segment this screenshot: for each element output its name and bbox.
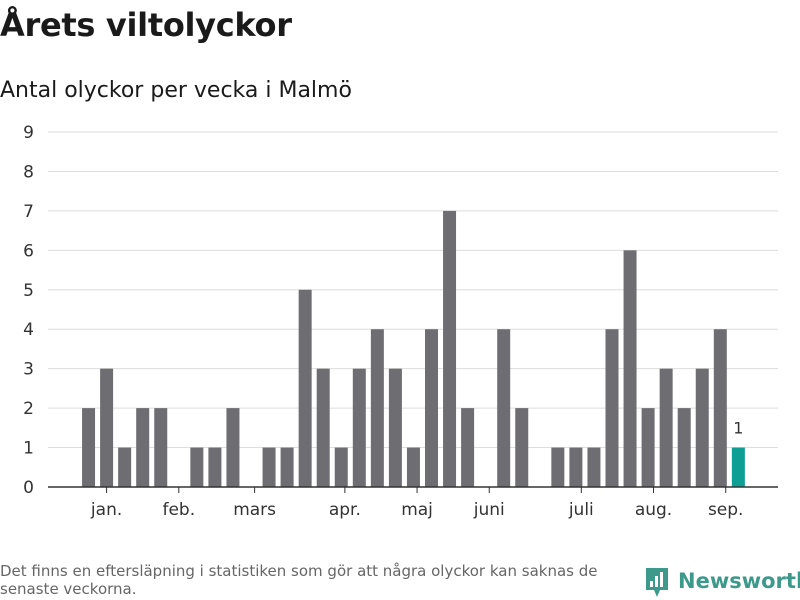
x-tick-label: apr. (329, 500, 361, 520)
bar (280, 447, 294, 487)
bar (82, 408, 96, 487)
bar (659, 368, 673, 487)
x-tick-label: mars (233, 500, 276, 520)
chart-title: Årets viltolyckor (0, 6, 292, 44)
bar (551, 447, 565, 487)
y-tick-label: 9 (23, 123, 34, 143)
bar (461, 408, 475, 487)
bar (262, 447, 276, 487)
y-tick-label: 6 (23, 241, 34, 261)
bar (298, 289, 312, 487)
x-axis: jan. feb. mars apr. maj juni juli aug. sep. (48, 486, 778, 520)
chart-subtitle: Antal olyckor per vecka i Malmö (0, 78, 352, 103)
bar (515, 408, 529, 487)
bar (443, 210, 457, 487)
y-tick-label: 0 (23, 478, 34, 498)
newsworthy-logo[interactable]: Newsworthy (644, 566, 800, 600)
bar (641, 408, 655, 487)
bar (587, 447, 601, 487)
y-tick-label: 7 (23, 202, 34, 222)
bar (497, 329, 511, 487)
y-tick-label: 3 (23, 360, 34, 380)
x-tick-label: juni (473, 500, 505, 520)
bar (623, 250, 637, 487)
bar-highlight (731, 447, 745, 487)
bar (226, 408, 240, 487)
y-tick-label: 1 (23, 439, 34, 459)
bar (388, 368, 402, 487)
bar (190, 447, 204, 487)
data-label: 1 (733, 419, 743, 438)
gridlines (48, 131, 778, 449)
y-tick-label: 8 (23, 162, 34, 182)
x-tick-label: jan. (90, 500, 122, 520)
bar (713, 329, 727, 487)
y-tick-label: 4 (23, 320, 34, 340)
bar (154, 408, 168, 487)
x-tick-label: feb. (162, 500, 195, 520)
bars (82, 210, 745, 487)
bar (605, 329, 619, 487)
footnote: Det finns en eftersläpning i statistiken… (0, 562, 598, 598)
x-tick-label: maj (401, 500, 433, 520)
bar-chart: 0 1 2 3 4 5 6 7 8 9 1 jan. feb. mars apr. maj juni juli… (23, 123, 778, 520)
x-tick-label: aug. (635, 500, 672, 520)
bar (118, 447, 132, 487)
bar (334, 447, 348, 487)
data-labels: 1 (733, 419, 743, 438)
bar (425, 329, 438, 487)
x-tick-label: sep. (708, 500, 744, 520)
brand-name: Newsworthy (678, 569, 800, 593)
bar (406, 447, 420, 487)
newsworthy-icon (646, 568, 668, 597)
y-tick-label: 2 (23, 399, 34, 419)
bar (136, 408, 150, 487)
bar (100, 368, 114, 487)
bar (695, 368, 709, 487)
bar (677, 408, 691, 487)
bar (208, 447, 222, 487)
x-tick-label: juli (568, 500, 594, 520)
bar (352, 368, 366, 487)
y-tick-label: 5 (23, 281, 34, 301)
bar (370, 329, 384, 487)
y-axis-ticks: 0 1 2 3 4 5 6 7 8 9 (23, 123, 34, 498)
bar (569, 447, 583, 487)
bar (316, 368, 330, 487)
